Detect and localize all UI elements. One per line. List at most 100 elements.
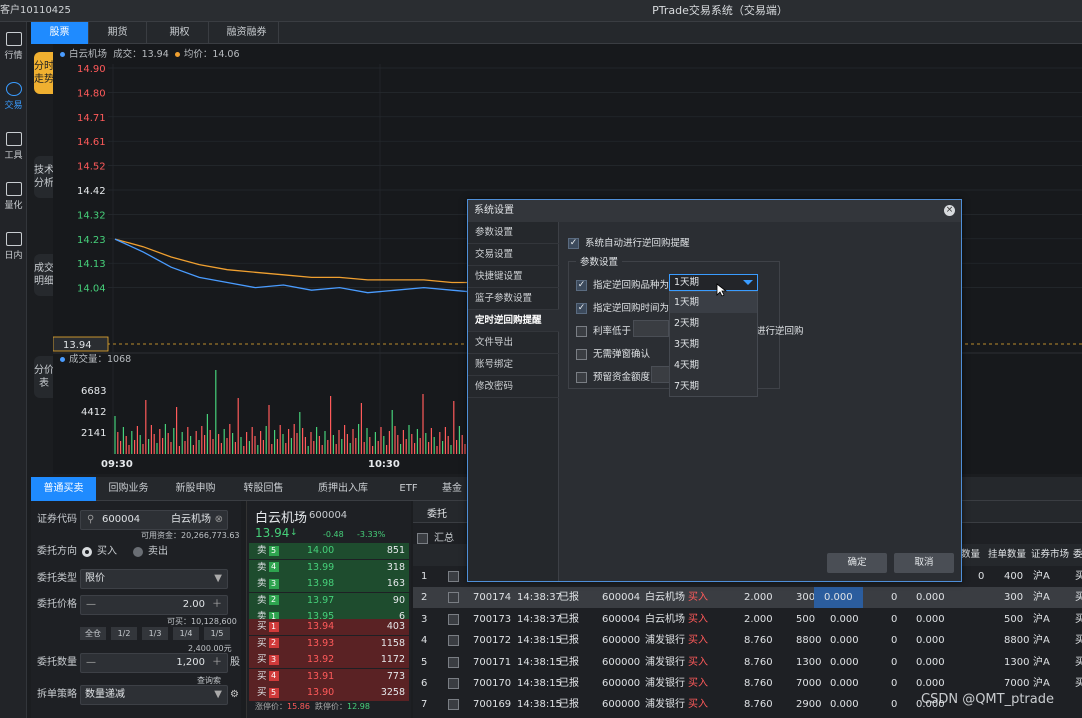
btab-etf[interactable]: ETF [399, 483, 418, 494]
table-row[interactable]: 3 700173 14:38:37 已报 600004 白云机场 买入 2.000 500 0.0… [413, 609, 1082, 630]
dialog-nav-item[interactable]: 参数设置 [468, 222, 559, 244]
dialog-nav-item[interactable]: 交易设置 [468, 244, 559, 266]
row-checkbox[interactable] [448, 592, 459, 604]
vtab-deals[interactable]: 成交明细 [34, 254, 54, 296]
dialog-nav-item[interactable]: 定时逆回购提醒 [468, 310, 559, 332]
plus-icon[interactable]: ＋ [212, 599, 222, 610]
dialog-nav-item[interactable]: 快捷键设置 [468, 266, 559, 288]
sell-level-row[interactable]: 卖 4 13.99 318 [249, 559, 409, 576]
row-checkbox[interactable] [448, 699, 459, 711]
dialog-nav-item[interactable]: 篮子参数设置 [468, 288, 559, 310]
variety-select[interactable]: 1天期 [669, 274, 758, 291]
dropdown-option[interactable]: 3天期 [674, 339, 700, 350]
buy-level-row[interactable]: 买 4 13.91 773 [249, 668, 409, 685]
auto-remind-checkbox[interactable]: ✓ [568, 238, 579, 249]
no-popup-checkbox[interactable] [576, 349, 587, 360]
btab-fund[interactable]: 基金 [442, 483, 462, 494]
ratio-half[interactable]: 1/2 [111, 627, 137, 640]
table-row[interactable]: 7 700169 14:38:15 已报 600000 浦发银行 买入 8.760 2900 0.… [413, 694, 1082, 715]
sell-level-row[interactable]: 卖 5 14.00 851 [249, 543, 409, 559]
buy-level-row[interactable]: 买 1 13.94 403 [249, 619, 409, 635]
minus-icon[interactable]: — [86, 599, 96, 610]
dropdown-option[interactable]: 1天期 [670, 292, 757, 313]
dropdown-option[interactable]: 2天期 [674, 318, 700, 329]
price-tick: 14.61 [77, 137, 106, 148]
dialog-nav-item[interactable]: 账号绑定 [468, 354, 559, 376]
table-row[interactable]: 6 700170 14:38:15 已报 600000 浦发银行 买入 8.760 7000 0.… [413, 673, 1082, 694]
table-row[interactable]: 4 700172 14:38:15 已报 600000 浦发银行 买入 8.760 8800 0.… [413, 630, 1082, 651]
vtab-technical[interactable]: 技术分析 [34, 156, 54, 198]
table-row[interactable]: 1 400 沪A 买 0 [413, 566, 1082, 587]
sell-radio[interactable] [133, 547, 143, 557]
window-title: PTrade交易系统（交易端） [652, 4, 788, 17]
table-row[interactable]: 5 700171 14:38:15 已报 600000 浦发银行 买入 8.760 1300 0.… [413, 652, 1082, 673]
reserve-input[interactable] [651, 366, 671, 383]
buy-level-row[interactable]: 买 5 13.90 3258 [249, 685, 409, 701]
reserve-checkbox[interactable] [576, 372, 587, 383]
row-checkbox[interactable] [448, 678, 459, 689]
tab-futures[interactable]: 期货 [89, 22, 147, 44]
col-hang-qty[interactable]: 挂单数量 [988, 549, 1027, 560]
time-checkbox[interactable]: ✓ [576, 303, 587, 314]
nav-intraday[interactable]: 日内 [0, 226, 27, 272]
row-checkbox[interactable] [448, 613, 459, 625]
buy-level-row[interactable]: 买 3 13.92 1172 [249, 652, 409, 668]
ratio-fifth[interactable]: 1/5 [204, 627, 230, 640]
dialog-nav-item[interactable]: 修改密码 [468, 376, 559, 398]
col-more[interactable]: 委 [1073, 549, 1082, 560]
clear-icon[interactable]: ⊗ [214, 514, 223, 525]
tab-stock[interactable]: 股票 [31, 22, 89, 44]
nav-tools[interactable]: 工具 [0, 126, 27, 172]
cell-code: 600000 [602, 635, 641, 647]
tab-margin[interactable]: 融资融券 [215, 22, 279, 44]
qty-stepper[interactable]: — 1,200 ＋ [80, 653, 228, 673]
vtab-price-table[interactable]: 分价表 [34, 356, 54, 398]
buy-level-row[interactable]: 买 2 13.93 1158 [249, 635, 409, 652]
sell-level-row[interactable]: 卖 3 13.98 163 [249, 576, 409, 592]
btab-convert[interactable]: 转股回售 [243, 483, 284, 494]
dialog-nav-item[interactable]: 文件导出 [468, 332, 559, 354]
cancel-button[interactable]: 取消 [894, 553, 954, 573]
minus-icon[interactable]: — [86, 657, 96, 668]
orders-tab[interactable]: 委托 [427, 509, 447, 520]
cell-side: 买入 [688, 699, 708, 711]
btab-ipo[interactable]: 新股申购 [175, 483, 216, 494]
cell-code: 600000 [602, 678, 641, 689]
vtab-timeshare[interactable]: 分时走势 [34, 52, 54, 94]
dropdown-option[interactable]: 4天期 [674, 360, 700, 371]
nav-trade[interactable]: 交易 [0, 76, 27, 122]
variety-checkbox[interactable]: ✓ [576, 280, 587, 291]
ratio-full[interactable]: 全仓 [80, 627, 106, 640]
close-icon[interactable]: × [944, 205, 955, 216]
row-checkbox[interactable] [448, 656, 459, 668]
rate-checkbox[interactable] [576, 326, 587, 337]
rate-input[interactable] [633, 320, 669, 337]
btab-normal-trade[interactable]: 普通买卖 [31, 477, 96, 501]
btab-pledge[interactable]: 质押出入库 [318, 483, 368, 494]
nav-quant[interactable]: 量化 [0, 176, 27, 222]
row-checkbox[interactable] [448, 571, 459, 582]
nav-quotes[interactable]: 行情 [0, 26, 27, 72]
row-checkbox[interactable] [448, 635, 459, 647]
level-volume: 6 [398, 611, 405, 622]
btab-repo[interactable]: 回购业务 [108, 483, 149, 494]
price-stepper[interactable]: — 2.00 ＋ [80, 595, 228, 615]
code-input[interactable]: ⚲ 600004 白云机场 ⊗ [80, 510, 228, 530]
dropdown-option[interactable]: 7天期 [674, 381, 700, 392]
split-select[interactable]: 数量递减 ▼ [80, 685, 228, 705]
buy-radio[interactable] [82, 547, 92, 557]
ok-button[interactable]: 确定 [827, 553, 887, 573]
plus-icon[interactable]: ＋ [212, 657, 222, 668]
summary-checkbox[interactable] [417, 532, 428, 544]
price-tick: 14.42 [77, 186, 106, 197]
type-select[interactable]: 限价 ▼ [80, 569, 228, 589]
table-row[interactable]: 2 700174 14:38:37 已报 600004 白云机场 买入 2.000 300 0.0… [413, 587, 1082, 609]
sell-level-row[interactable]: 卖 2 13.97 90 [249, 592, 409, 609]
direction-row: 委托方向 买入 卖出 [37, 541, 241, 563]
tab-options[interactable]: 期权 [151, 22, 209, 44]
col-market[interactable]: 证券市场 [1031, 549, 1070, 560]
ratio-quarter[interactable]: 1/4 [173, 627, 199, 640]
gear-icon[interactable]: ⚙ [230, 689, 239, 700]
col-qty[interactable]: 数量 [961, 549, 981, 560]
ratio-third[interactable]: 1/3 [142, 627, 168, 640]
